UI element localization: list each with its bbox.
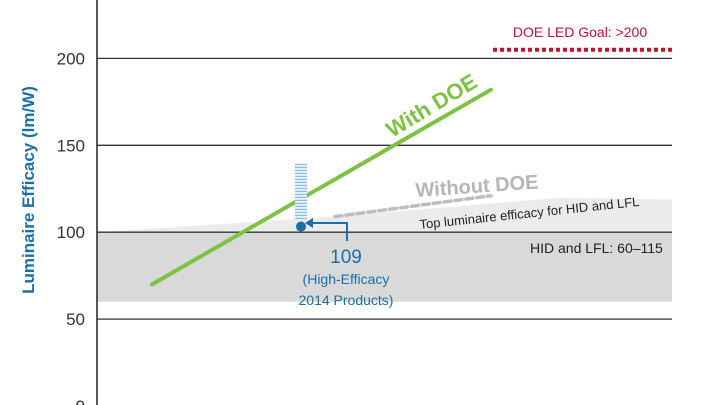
goal-label: DOE LED Goal: >200 xyxy=(513,24,647,40)
highlight-arrow-line xyxy=(311,222,348,241)
y-tick-label: 50 xyxy=(66,310,85,329)
highlight-note-line1: (High-Efficacy xyxy=(303,271,390,287)
highlight-bar xyxy=(295,164,307,221)
highlight-arrow-head xyxy=(305,218,313,228)
y-tick-label: 100 xyxy=(57,223,85,242)
highlight-note-line2: 2014 Products) xyxy=(299,292,394,308)
y-tick-label: 0 xyxy=(76,397,85,405)
y-axis-label: Luminaire Efficacy (lm/W) xyxy=(19,86,38,294)
grid-group xyxy=(97,57,672,320)
annotation-group xyxy=(295,47,672,241)
band-wedge xyxy=(97,197,672,233)
series-line-1 xyxy=(333,193,493,219)
band-group xyxy=(97,197,672,302)
y-tick-label: 150 xyxy=(57,136,85,155)
band-0 xyxy=(97,232,672,302)
axis-group: 0 50 100 150 200 xyxy=(57,0,98,405)
highlight-point xyxy=(296,221,306,232)
series-group xyxy=(150,87,493,287)
y-tick-label: 200 xyxy=(57,49,85,68)
highlight-value-label: 109 xyxy=(330,247,362,268)
band-label: HID and LFL: 60–115 xyxy=(530,240,663,256)
series-line-0 xyxy=(150,87,493,287)
series-label-without-doe: Without DOE xyxy=(415,171,539,202)
